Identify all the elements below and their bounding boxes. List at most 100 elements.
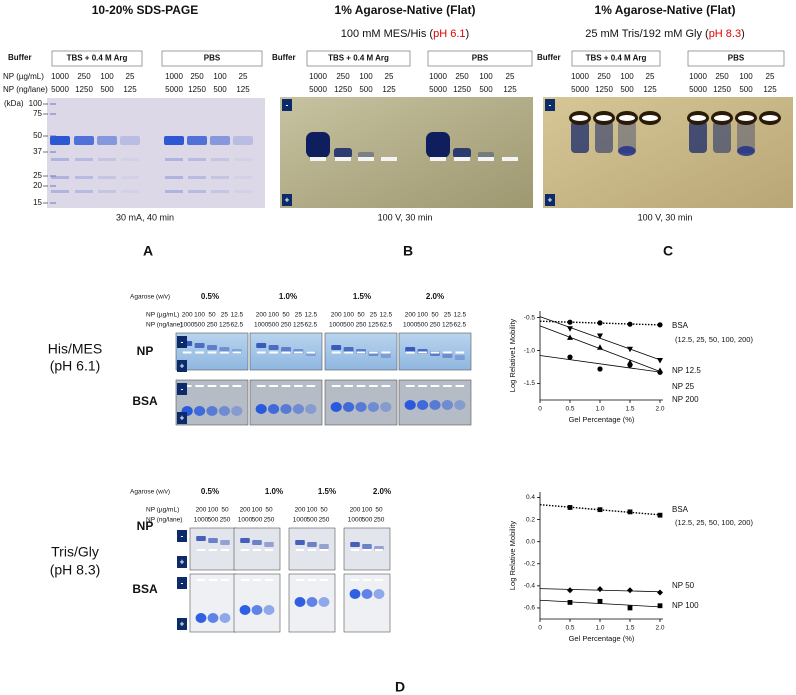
conc-value: 200 bbox=[405, 312, 416, 319]
gel-well bbox=[281, 351, 291, 354]
panel-label: C bbox=[663, 243, 673, 259]
x-axis-label: Gel Percentage (%) bbox=[569, 415, 635, 424]
electrode-sign: - bbox=[286, 101, 289, 110]
gel-well bbox=[182, 385, 192, 387]
ladder-band bbox=[50, 151, 56, 153]
gel-band bbox=[318, 597, 330, 607]
gel-well bbox=[306, 385, 316, 387]
buffer-name: PBS bbox=[728, 54, 745, 63]
gel-well bbox=[619, 115, 635, 121]
conc-value: 100 bbox=[213, 72, 227, 81]
marker bbox=[567, 505, 573, 510]
gel-smear bbox=[595, 121, 613, 153]
agarose-percent: 1.5% bbox=[353, 292, 371, 301]
gel-band bbox=[121, 158, 139, 161]
gel-well bbox=[252, 579, 262, 581]
electrode-sign: - bbox=[181, 532, 184, 541]
x-tick-label: 1.0 bbox=[595, 406, 604, 413]
gel-smear bbox=[571, 121, 589, 153]
gel-band bbox=[252, 540, 262, 545]
agarose-label: Agarose (w/v) bbox=[130, 489, 170, 496]
marker bbox=[627, 362, 633, 368]
panel-title: 10-20% SDS-PAGE bbox=[92, 3, 198, 17]
conc-value: 25 bbox=[444, 312, 452, 319]
conc-value: 25 bbox=[221, 312, 229, 319]
y-tick-label: -0.5 bbox=[524, 314, 536, 321]
gel-well bbox=[443, 351, 452, 354]
gel-band bbox=[196, 536, 206, 541]
conc-value: 250 bbox=[455, 72, 469, 81]
gel-well bbox=[220, 579, 230, 581]
conc-value: 250 bbox=[715, 72, 729, 81]
gel-well bbox=[344, 351, 353, 354]
gel-well bbox=[240, 549, 250, 551]
panel-label: D bbox=[395, 679, 405, 695]
lane-value: 125 bbox=[368, 322, 379, 329]
gel-band bbox=[194, 343, 205, 348]
gel-well bbox=[502, 157, 518, 161]
gel-band bbox=[233, 136, 253, 145]
lane-value: 500 bbox=[343, 322, 354, 329]
x-tick-label: 0.5 bbox=[565, 625, 574, 632]
lane-value: 1250 bbox=[188, 85, 206, 94]
lane-value: 500 bbox=[252, 517, 263, 524]
x-tick-label: 2.0 bbox=[655, 406, 664, 413]
lane-value: 500 bbox=[359, 85, 373, 94]
electrode bbox=[282, 99, 292, 111]
gel-well bbox=[319, 549, 329, 551]
gel-band bbox=[210, 136, 230, 145]
lane-value: 1000 bbox=[238, 517, 253, 524]
lane-label: NP (ng/lane) bbox=[146, 322, 182, 329]
buffer-box bbox=[306, 50, 411, 67]
buffer-name: PBS bbox=[204, 54, 221, 63]
gel-well bbox=[295, 549, 305, 551]
lane-value: 1000 bbox=[293, 517, 308, 524]
kda-marker: 15 bbox=[33, 198, 42, 207]
gel-well bbox=[269, 385, 278, 387]
lane-value: 1000 bbox=[403, 322, 418, 329]
gel-well bbox=[208, 549, 218, 551]
gel-band bbox=[319, 544, 329, 549]
gel-well bbox=[220, 385, 229, 387]
gel-well bbox=[331, 385, 341, 387]
buffer-name: TBS + 0.4 M Arg bbox=[67, 54, 128, 63]
electrode-sign: + bbox=[180, 414, 185, 423]
buffer-box bbox=[687, 50, 785, 67]
gel-band bbox=[441, 400, 453, 410]
gel bbox=[343, 573, 391, 633]
conc-value: 50 bbox=[208, 312, 216, 319]
conc-value: 100 bbox=[359, 72, 373, 81]
gel-band bbox=[306, 132, 330, 158]
gel bbox=[47, 98, 265, 208]
kda-marker: 75 bbox=[33, 109, 42, 118]
gel-well bbox=[350, 579, 360, 581]
gel-band bbox=[281, 347, 291, 352]
gel-band bbox=[454, 355, 465, 360]
marker bbox=[627, 509, 633, 515]
legend-label: NP 200 bbox=[672, 395, 699, 404]
lane-value: 1000 bbox=[348, 517, 363, 524]
section-name: (pH 8.3) bbox=[50, 562, 101, 578]
marker bbox=[567, 354, 573, 360]
gel-well bbox=[455, 351, 465, 354]
conc-value: 100 bbox=[194, 312, 205, 319]
lane-value: 1000 bbox=[329, 322, 344, 329]
gel-band bbox=[220, 540, 230, 545]
gel-band bbox=[121, 190, 139, 193]
gel-band bbox=[737, 146, 755, 156]
gel-well bbox=[295, 579, 305, 581]
x-tick-label: 0.5 bbox=[565, 406, 574, 413]
gel-well bbox=[256, 351, 266, 354]
lane-value: 500 bbox=[100, 85, 114, 94]
lane-value: 500 bbox=[268, 322, 279, 329]
gel-well bbox=[418, 385, 427, 387]
subtitle-part: 25 mM Tris/192 mM Gly ( bbox=[585, 28, 709, 40]
kda-label: (kDa) bbox=[4, 99, 24, 108]
lane-value: 125 bbox=[763, 85, 777, 94]
conc-value: 25 bbox=[239, 72, 248, 81]
gel-well bbox=[252, 549, 262, 551]
gel-well bbox=[335, 157, 351, 161]
marker bbox=[657, 603, 663, 609]
gel-well bbox=[381, 385, 391, 387]
electrode-sign: - bbox=[181, 579, 184, 588]
